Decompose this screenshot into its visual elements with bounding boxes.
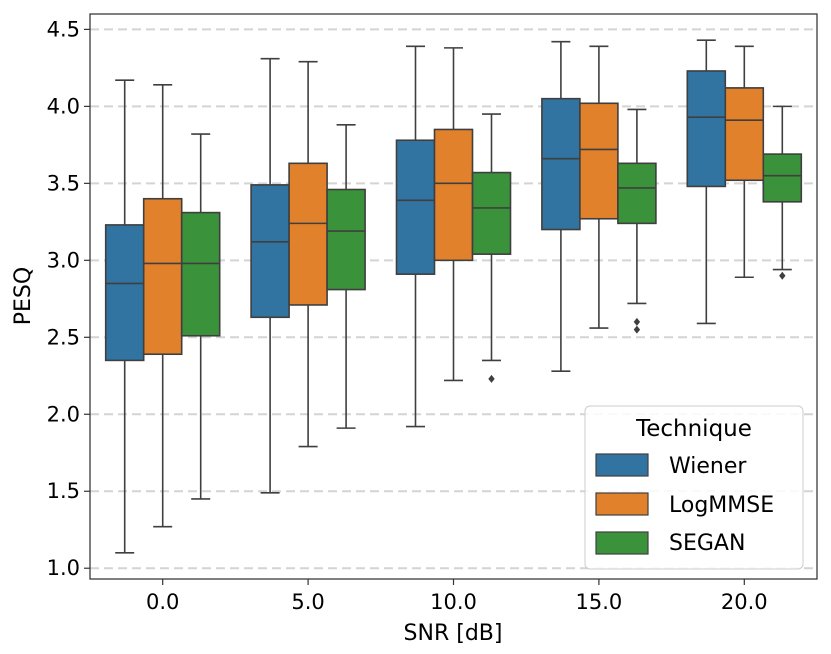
box-iqr — [433, 128, 474, 262]
x-tick-label: 10.0 — [430, 590, 477, 614]
box-wiener-0.0 — [104, 79, 145, 554]
box-iqr — [250, 184, 290, 319]
box-segan-0.0 — [180, 133, 221, 500]
y-tick-label: 2.0 — [47, 402, 80, 426]
y-axis-label: PESQ — [11, 267, 36, 325]
outlier-point — [633, 325, 641, 334]
legend-frame — [584, 405, 804, 570]
outlier-point — [488, 374, 495, 383]
box-iqr — [617, 162, 657, 225]
box-logmmse-15.0 — [579, 45, 619, 329]
legend-swatch-segan — [595, 531, 649, 555]
legend-label-wiener: Wiener — [669, 454, 747, 479]
x-tick-label: 0.0 — [146, 590, 179, 614]
legend-title: Technique — [635, 416, 752, 442]
box-iqr — [724, 87, 765, 182]
x-tick-label: 20.0 — [721, 590, 768, 614]
x-axis-label: SNR [dB] — [404, 621, 503, 646]
box-iqr — [686, 70, 727, 188]
y-tick-label: 1.0 — [47, 556, 80, 580]
box-wiener-10.0 — [395, 45, 436, 428]
box-iqr — [471, 171, 512, 255]
y-tick-label: 2.5 — [47, 325, 80, 349]
box-logmmse-10.0 — [433, 47, 474, 382]
box-iqr — [395, 139, 436, 275]
box-logmmse-5.0 — [288, 60, 328, 448]
legend-label-logmmse: LogMMSE — [669, 493, 774, 518]
box-iqr — [180, 211, 221, 337]
legend-label-segan: SEGAN — [669, 531, 745, 556]
y-tick-label: 3.0 — [47, 248, 80, 272]
box-logmmse-20.0 — [724, 45, 765, 279]
x-tick-label: 15.0 — [576, 590, 623, 614]
box-groups — [104, 39, 803, 554]
outlier-point — [633, 317, 641, 326]
box-wiener-5.0 — [250, 57, 290, 494]
legend-swatch-logmmse — [595, 492, 649, 516]
y-tick-label: 3.5 — [47, 171, 80, 195]
box-segan-5.0 — [326, 124, 366, 429]
box-iqr — [288, 162, 328, 306]
box-logmmse-0.0 — [142, 84, 183, 528]
y-tick-label: 4.0 — [47, 94, 80, 118]
box-iqr — [142, 197, 183, 356]
legend: Technique Wiener LogMMSE SEGAN — [584, 405, 804, 570]
box-segan-20.0 — [762, 105, 803, 280]
box-segan-15.0 — [617, 108, 657, 334]
box-iqr — [579, 102, 619, 220]
axis-ticks: 1.0 1.5 2.0 2.5 3.0 3.5 4.0 4.5 0.0 5.0 10.0 15.0 20… — [47, 17, 768, 614]
box-segan-10.0 — [471, 113, 512, 383]
x-tick-label: 5.0 — [291, 590, 324, 614]
box-iqr — [541, 97, 581, 231]
legend-swatch-wiener — [595, 453, 649, 477]
box-wiener-15.0 — [541, 40, 581, 372]
box-iqr — [762, 153, 803, 203]
outlier-point — [779, 271, 786, 280]
box-iqr — [104, 224, 145, 362]
box-iqr — [326, 188, 366, 291]
y-tick-label: 4.5 — [47, 17, 80, 41]
y-tick-label: 1.5 — [47, 479, 80, 503]
